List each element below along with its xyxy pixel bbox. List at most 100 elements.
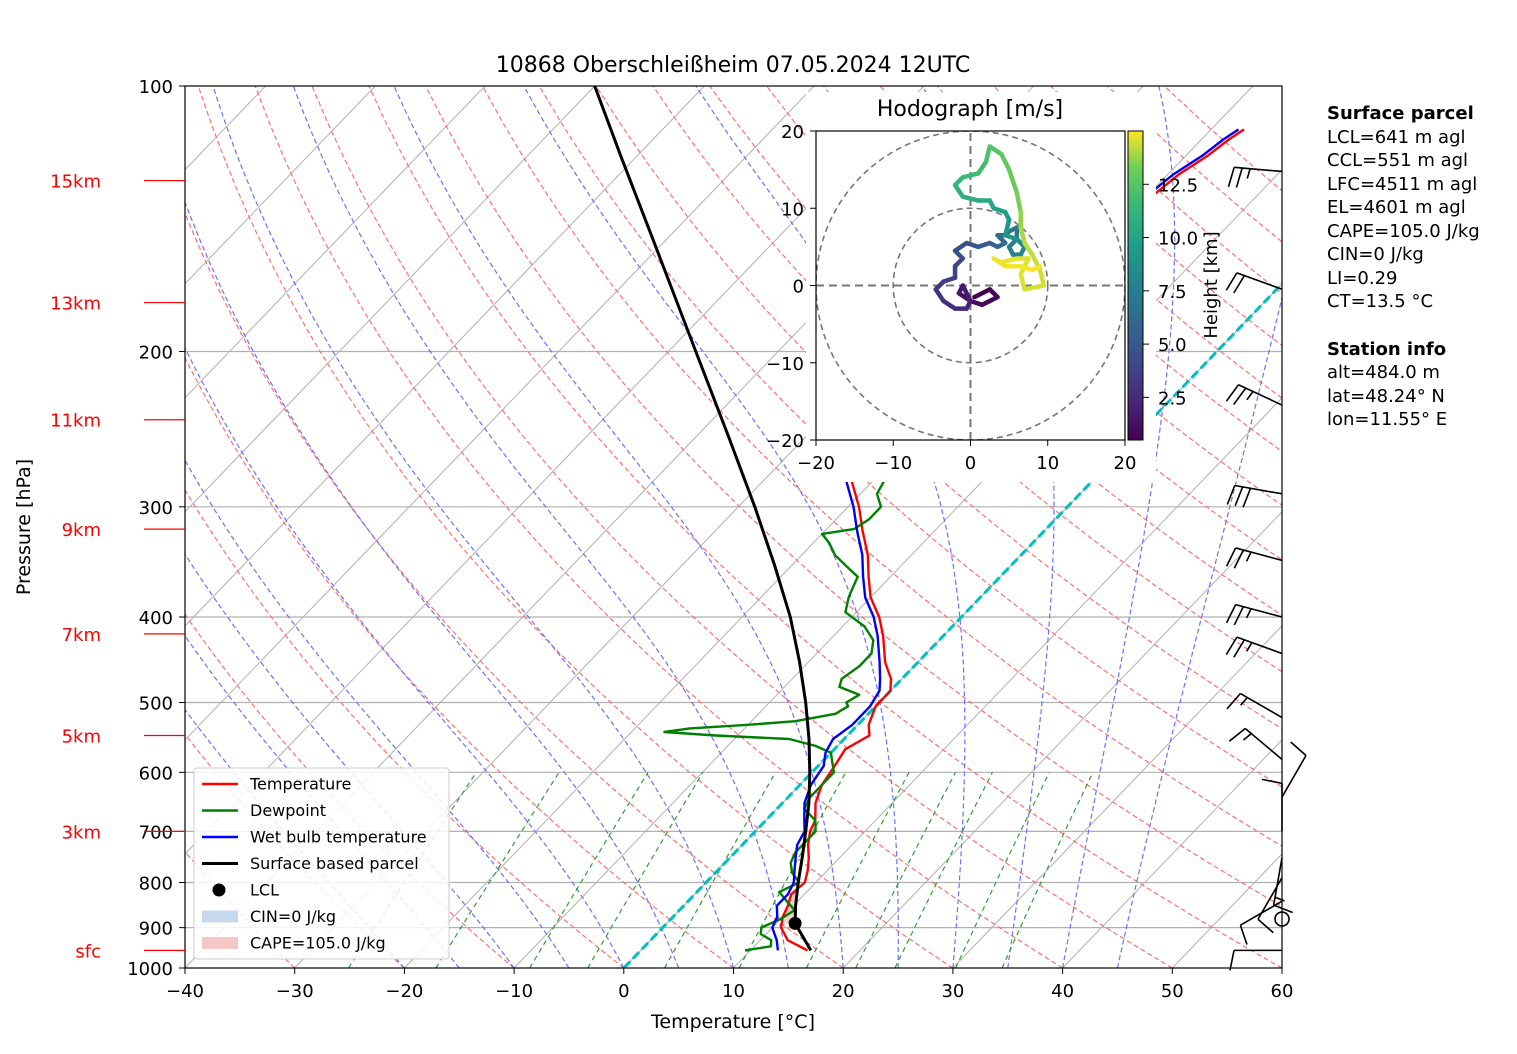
isotherm [185, 86, 596, 513]
hodograph-x-tick-label: 10 [1036, 453, 1059, 474]
surface-line: CIN=0 J/kg [1327, 244, 1424, 265]
surface-line: CCL=551 m agl [1327, 150, 1469, 171]
colorbar-tick-label: 5.0 [1158, 335, 1187, 356]
x-tick-label: 10 [722, 981, 745, 1002]
moist-adiabat [1062, 86, 1176, 968]
legend-label: Dewpoint [250, 801, 326, 820]
colorbar-tick-label: 12.5 [1158, 175, 1198, 196]
height-tick-label: 9km [62, 520, 101, 541]
surface-line: LI=0.29 [1327, 267, 1398, 289]
lcl-marker [788, 916, 802, 930]
hodograph-segment [972, 287, 993, 300]
x-tick-label: 50 [1161, 981, 1184, 1002]
pressure-tick-label: 1000 [127, 959, 173, 980]
station-line: alt=484.0 m [1327, 362, 1440, 383]
mixing-ratio-line [805, 772, 910, 968]
legend-label: CIN=0 J/kg [250, 907, 336, 926]
wind-barb-flag [1227, 167, 1235, 188]
hodograph-segment [1022, 283, 1047, 292]
hodograph-x-tick-label: −10 [874, 453, 912, 474]
hodograph-segment [1037, 267, 1047, 288]
surface-line: EL=4601 m agl [1327, 197, 1466, 218]
wind-barb-flag [1273, 904, 1293, 914]
isotherm [185, 86, 486, 399]
wind-barb-flag [1233, 549, 1245, 569]
hodograph-segment [952, 182, 966, 199]
legend-swatch [202, 910, 238, 923]
hodograph-x-tick-label: 0 [965, 453, 976, 474]
chart-title: 10868 Oberschleißheim 07.05.2024 12UTC [496, 53, 971, 78]
dry-adiabat [538, 86, 1282, 788]
moist-adiabat [185, 200, 680, 968]
hodograph-segment [1018, 225, 1027, 246]
wind-barb-flag [1229, 950, 1235, 971]
isotherm [185, 86, 705, 627]
wind-barb-flag [1234, 486, 1244, 507]
wind-barb-flag [1233, 639, 1246, 658]
hodograph-y-tick-label: 20 [781, 122, 804, 143]
wind-barb-flag [1290, 741, 1307, 757]
pressure-tick-label: 900 [139, 919, 173, 940]
mixing-ratio-line [855, 772, 957, 968]
cape-area [781, 742, 858, 924]
hodograph-title: Hodograph [m/s] [877, 97, 1063, 122]
pressure-tick-label: 500 [139, 693, 173, 714]
series-surface-based-parcel [593, 86, 813, 952]
x-tick-label: −30 [276, 981, 314, 1002]
hodograph-trace [933, 144, 1047, 311]
hodograph-y-tick-label: 0 [793, 277, 804, 298]
profile-series [593, 86, 1245, 952]
moist-adiabat [1116, 294, 1282, 968]
pressure-tick-label: 400 [139, 608, 173, 629]
hodograph-background [806, 92, 1156, 482]
colorbar-tick-label: 7.5 [1158, 282, 1187, 303]
hodograph-segment [999, 256, 1020, 265]
legend-box [193, 767, 450, 960]
station-info-header: Station info [1327, 338, 1447, 360]
wind-barb-staff [1281, 755, 1307, 798]
station-line: lat=48.24° N [1327, 385, 1445, 407]
mixing-ratio-line [894, 772, 993, 968]
wind-barb-half-flag [1246, 168, 1251, 179]
hodograph-segment [979, 294, 1000, 308]
x-axis-label: Temperature [°C] [650, 1011, 815, 1033]
hodograph-segment [975, 159, 989, 176]
mixing-ratio-line [435, 771, 560, 968]
wind-barb-half-flag [1245, 551, 1252, 562]
wind-barb-flag [1235, 167, 1243, 188]
hodograph-segment [941, 298, 958, 311]
wind-barb-flag [1225, 604, 1237, 624]
height-tick-label: 5km [62, 727, 101, 748]
hodograph-segment [987, 144, 1004, 157]
wind-barb-calm [1274, 911, 1290, 927]
hodograph-x-tick-label: 20 [1114, 453, 1137, 474]
wind-barb-flag [1225, 547, 1237, 567]
dry-adiabat [197, 86, 954, 968]
wind-barb-flag [1233, 606, 1245, 626]
hodograph-ring [892, 207, 1049, 364]
mixing-ratio-line [955, 772, 1050, 968]
wind-barb-flag [1233, 275, 1246, 294]
hodograph-segment [1030, 263, 1043, 273]
wind-barb-flag [1225, 384, 1240, 402]
isotherm [1062, 739, 1282, 968]
pressure-tick-label: 800 [139, 874, 173, 895]
height-colorbar [1127, 130, 1144, 441]
hodograph-segment [960, 283, 973, 304]
mixing-ratio-line [738, 772, 847, 968]
wind-barb-half-flag [1242, 733, 1252, 741]
wind-barb-half-flag [1245, 642, 1253, 652]
isotherm [185, 86, 815, 741]
hodograph-segment [1014, 190, 1023, 215]
moist-adiabat [185, 553, 515, 968]
hodograph-segment [960, 194, 981, 203]
station-line: lon=11.55° E [1327, 409, 1448, 430]
dry-adiabat [185, 211, 844, 968]
legend-label: Temperature [249, 775, 351, 794]
pressure-tick-label: 300 [139, 498, 173, 519]
hodograph-inset: Hodograph [m/s] −20−20 −10 −10 0 0 10 10 20 20 2… [766, 92, 1222, 482]
wind-barb-half-flag [1274, 896, 1285, 902]
hodograph-segment [960, 171, 981, 180]
legend-label: LCL [250, 881, 279, 900]
